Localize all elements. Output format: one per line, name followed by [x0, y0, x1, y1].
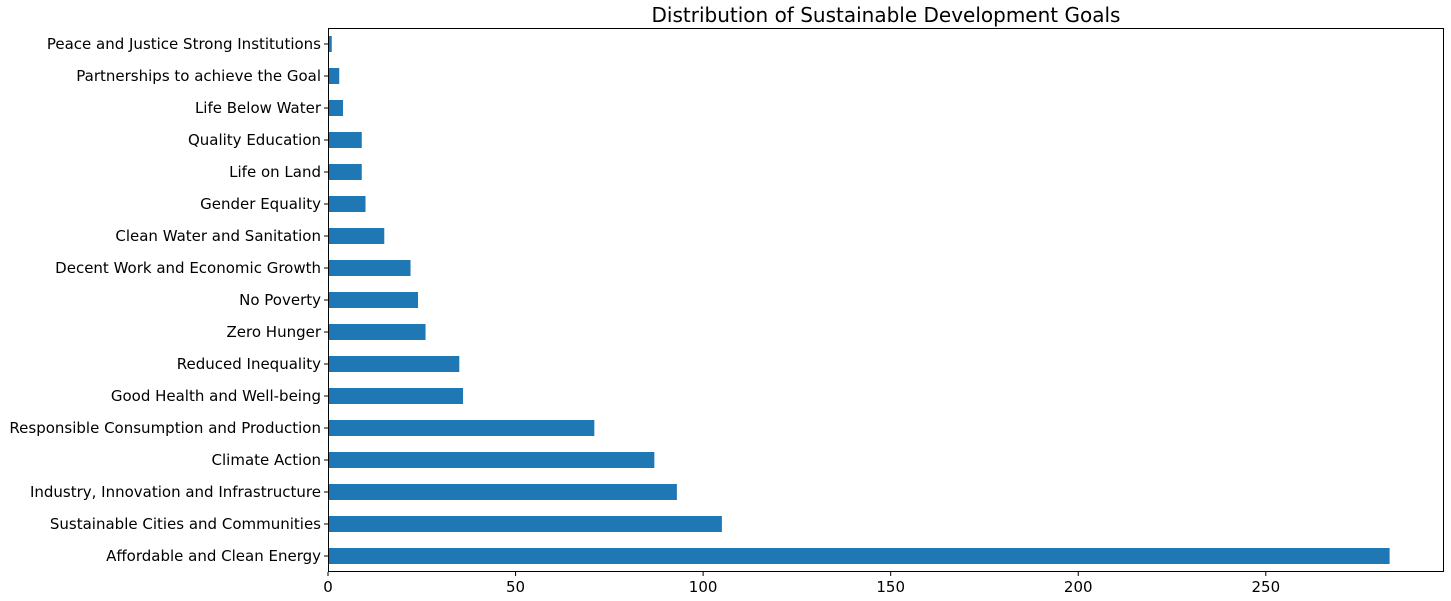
bar	[328, 196, 366, 212]
bar	[328, 100, 344, 116]
y-tick-label: Affordable and Clean Energy	[106, 547, 321, 565]
bar	[328, 420, 595, 436]
y-tick-label: Decent Work and Economic Growth	[55, 259, 321, 277]
y-tick-label: Good Health and Well-being	[111, 387, 321, 405]
x-tick-label: 200	[1064, 578, 1093, 596]
bar	[328, 452, 655, 468]
y-tick-label: Sustainable Cities and Communities	[50, 515, 321, 533]
bar	[328, 228, 385, 244]
y-tick-label: Reduced Inequality	[177, 355, 321, 373]
bar	[328, 132, 362, 148]
bar	[328, 36, 332, 52]
bar	[328, 260, 411, 276]
bar	[328, 516, 722, 532]
y-tick-label: Zero Hunger	[227, 323, 322, 341]
y-tick-label: Life on Land	[229, 163, 321, 181]
bars-group	[328, 36, 1390, 564]
bar	[328, 68, 340, 84]
y-tick-label: Quality Education	[188, 131, 321, 149]
x-tick-label: 100	[689, 578, 718, 596]
y-tick-marks	[324, 43, 328, 557]
y-tick-label: Climate Action	[212, 451, 321, 469]
x-tick-label: 50	[506, 578, 525, 596]
y-tick-label: Clean Water and Sanitation	[115, 227, 321, 245]
x-tick-label: 250	[1251, 578, 1280, 596]
y-tick-label: Responsible Consumption and Production	[9, 419, 321, 437]
y-tick-label: Partnerships to achieve the Goal	[76, 67, 321, 85]
bar	[328, 324, 426, 340]
bar	[328, 548, 1390, 564]
bar	[328, 292, 419, 308]
y-tick-label: Industry, Innovation and Infrastructure	[30, 483, 321, 501]
bar	[328, 388, 464, 404]
chart-title: Distribution of Sustainable Development …	[652, 3, 1121, 27]
x-axis: 0 50 100 150 200 250	[323, 572, 1280, 596]
bar	[328, 484, 677, 500]
y-tick-label: No Poverty	[239, 291, 321, 309]
x-tick-label: 0	[323, 578, 333, 596]
y-tick-labels: Affordable and Clean Energy Sustainable C…	[9, 35, 321, 565]
bar	[328, 356, 460, 372]
y-tick-label: Peace and Justice Strong Institutions	[47, 35, 321, 53]
y-tick-label: Gender Equality	[200, 195, 321, 213]
bar	[328, 164, 362, 180]
x-tick-label: 150	[876, 578, 905, 596]
y-tick-label: Life Below Water	[195, 99, 322, 117]
plot-frame	[328, 28, 1444, 572]
